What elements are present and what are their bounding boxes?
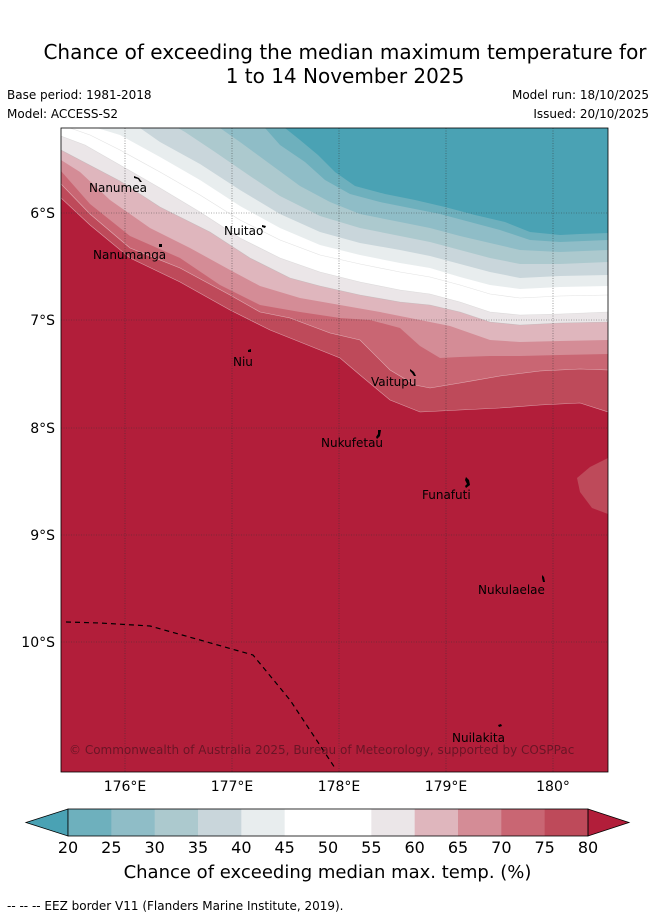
colorbar-tick-label: 55: [361, 838, 381, 857]
chart-title: Chance of exceeding the median maximum t…: [0, 40, 655, 88]
colorbar-tick-label: 80: [578, 838, 598, 857]
lon-tick-177: 177°E: [211, 779, 254, 795]
base-period: Base period: 1981-2018: [7, 88, 152, 102]
colorbar-swatch: [458, 809, 502, 836]
lat-tick-8s: 8°S: [30, 421, 55, 437]
lon-tick-176: 176°E: [104, 779, 147, 795]
lat-tick-10s: 10°S: [21, 635, 55, 651]
latitude-ticks: 6°S 7°S 8°S 9°S 10°S: [21, 206, 55, 651]
colorbar-tick-label: 30: [144, 838, 164, 857]
nanumea-island: [134, 176, 142, 182]
lon-tick-179: 179°E: [425, 779, 468, 795]
place-funafuti: Funafuti: [422, 488, 471, 502]
nukufetau-island: [376, 430, 381, 439]
place-nanumea: Nanumea: [89, 181, 147, 195]
place-nuitao: Nuitao: [224, 224, 263, 238]
place-vaitupu: Vaitupu: [371, 375, 417, 389]
nuilakita-island: [498, 724, 502, 727]
map-credit: © Commonwealth of Australia 2025, Bureau…: [69, 743, 574, 757]
place-nukulaelae: Nukulaelae: [478, 583, 545, 597]
model-name: Model: ACCESS-S2: [7, 107, 119, 121]
eez-border: [65, 621, 336, 769]
colorbar-swatch: [284, 809, 329, 836]
issued-date: Issued: 20/10/2025: [533, 107, 649, 121]
colorbar-tick-label: 40: [231, 838, 251, 857]
place-nanumanga: Nanumanga: [93, 248, 166, 262]
place-nuilakita: Nuilakita: [452, 731, 505, 745]
colorbar-tick-label: 65: [448, 838, 468, 857]
colorbar-extend-low: [24, 808, 69, 837]
niu-island: [248, 349, 251, 352]
colorbar-outline: [67, 808, 589, 837]
colorbar-swatch: [198, 809, 242, 836]
colorbar-swatch: [154, 809, 199, 836]
place-niu: Niu: [233, 355, 253, 369]
lon-tick-178: 178°E: [318, 779, 361, 795]
lat-tick-9s: 9°S: [30, 528, 55, 544]
map-frame: [60, 127, 609, 773]
colorbar-swatch: [501, 809, 546, 836]
eez-footnote: -- -- -- EEZ border V11 (Flanders Marine…: [7, 899, 344, 913]
colorbar-swatch: [371, 809, 416, 836]
graticule: [61, 128, 608, 772]
title-line-1: Chance of exceeding the median maximum t…: [43, 40, 647, 64]
colorbar-tick-label: 45: [274, 838, 294, 857]
colorbar-tick-label: 25: [101, 838, 121, 857]
nukulaelae-island: [542, 575, 545, 582]
colorbar-swatch: [241, 809, 286, 836]
colorbar-tick-label: 35: [188, 838, 208, 857]
lon-tick-180: 180°: [536, 779, 570, 795]
colorbar-label: Chance of exceeding median max. temp. (%…: [123, 862, 532, 883]
lat-tick-6s: 6°S: [30, 206, 55, 222]
colorbar-extend-high: [587, 808, 631, 837]
island-markers: [134, 176, 545, 727]
probability-contours: [61, 128, 608, 772]
lat-tick-7s: 7°S: [30, 313, 55, 329]
title-line-2: 1 to 14 November 2025: [225, 64, 465, 88]
band-75-east-patch: [577, 458, 608, 514]
colorbar-tick-label: 75: [534, 838, 554, 857]
nanumanga-island: [159, 244, 162, 247]
colorbar-swatch: [544, 809, 589, 836]
colorbar-swatch: [414, 809, 459, 836]
longitude-ticks: 176°E 177°E 178°E 179°E 180°: [104, 779, 570, 795]
band-below-20: [285, 128, 608, 235]
vaitupu-island: [410, 369, 416, 376]
contour-lines: [61, 128, 608, 413]
model-run: Model run: 18/10/2025: [511, 88, 649, 102]
colorbar-swatch: [68, 809, 112, 836]
nuitao-island: [262, 225, 266, 228]
colorbar-tick-label: 60: [404, 838, 424, 857]
funafuti-island: [465, 477, 470, 488]
place-nukufetau: Nukufetau: [321, 436, 383, 450]
colorbar-tick-label: 50: [318, 838, 338, 857]
colorbar: 20 25 30 35 40 45 50 55 60 65 70 75 80: [24, 808, 631, 857]
colorbar-swatch: [111, 809, 156, 836]
colorbar-swatch: [328, 809, 372, 836]
colorbar-tick-label: 70: [491, 838, 511, 857]
colorbar-tick-label: 20: [58, 838, 78, 857]
